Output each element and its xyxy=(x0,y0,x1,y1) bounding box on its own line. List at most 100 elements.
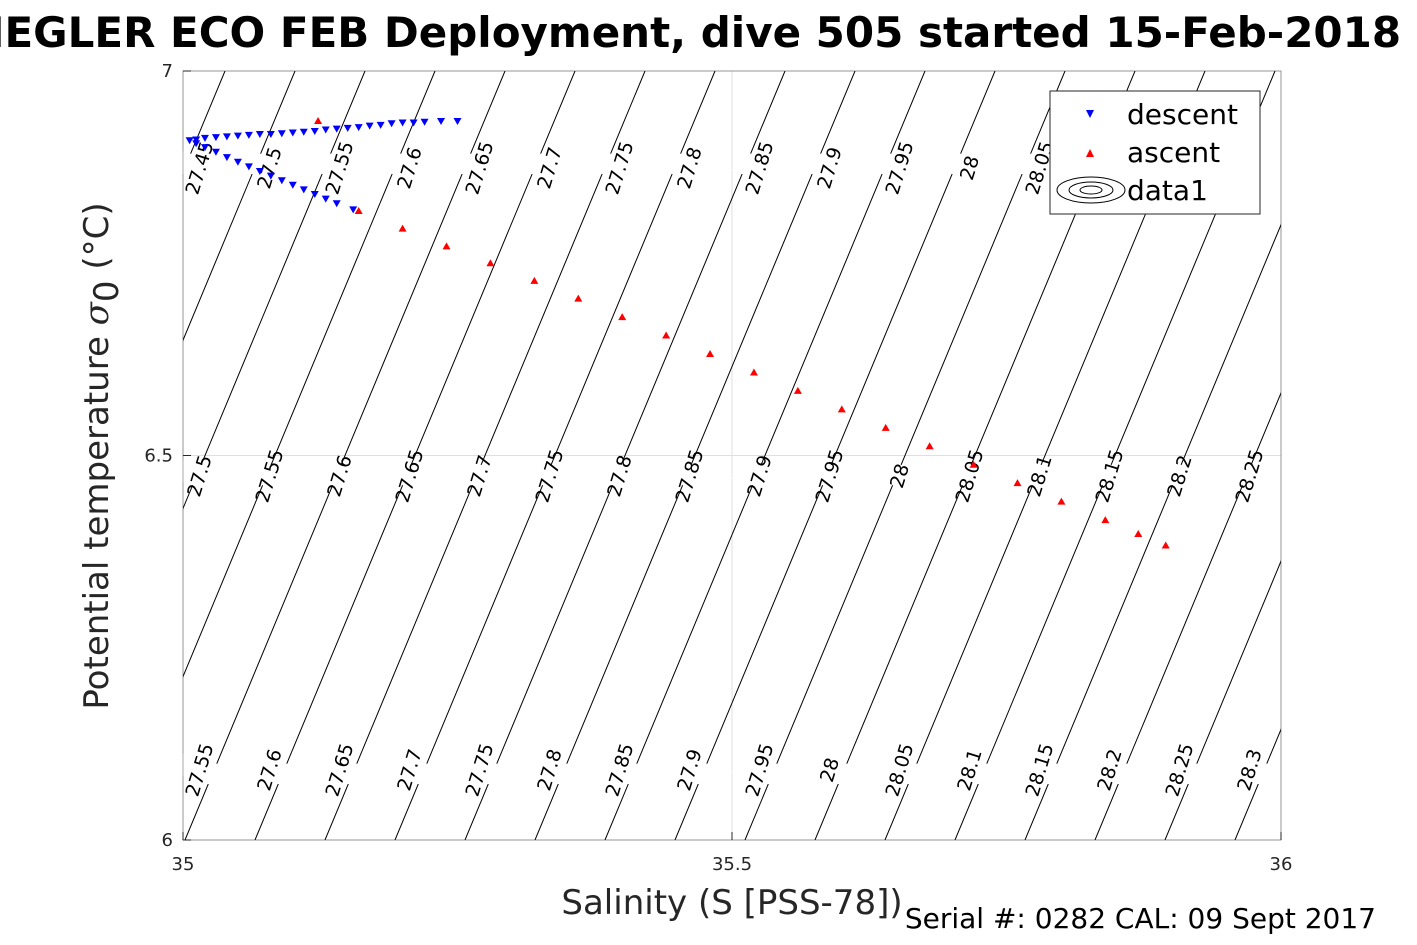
x-tick-label: 35 xyxy=(172,854,195,875)
x-axis-ticks: 35 35.5 36 xyxy=(172,832,1293,875)
contour-label-bg xyxy=(451,457,509,495)
contour-label-bg xyxy=(1221,457,1279,495)
contour-label-bg xyxy=(661,457,719,495)
contour-label-bg xyxy=(731,149,789,187)
ascent-point xyxy=(1161,541,1170,549)
contour-line xyxy=(604,71,926,840)
ascent-point xyxy=(314,116,323,124)
x-tick-label: 36 xyxy=(1270,854,1293,875)
contour-line xyxy=(254,71,576,840)
descent-point xyxy=(192,140,201,148)
contour-label-bg xyxy=(381,751,439,789)
contour-line xyxy=(183,71,436,678)
contour-line xyxy=(1164,559,1281,840)
ascent-point xyxy=(1057,497,1066,505)
descent-point xyxy=(420,118,429,126)
contour-label-bg xyxy=(661,751,719,789)
contour-label-bg xyxy=(941,149,999,187)
contour-label-bg xyxy=(591,751,649,789)
contour-label-bg xyxy=(871,751,929,789)
y-axis-label-subscript: 0 xyxy=(87,280,127,302)
contour-line xyxy=(1094,391,1281,840)
ascent-point xyxy=(793,386,802,394)
ascent-point xyxy=(881,423,890,431)
contour-label-bg xyxy=(521,149,579,187)
ascent-point xyxy=(706,349,715,357)
ascent-point xyxy=(354,206,363,214)
descent-point xyxy=(387,120,396,128)
y-axis-label-main: Potential temperature xyxy=(77,325,117,709)
descent-point xyxy=(453,117,462,125)
legend-ascent-label: ascent xyxy=(1127,136,1220,169)
y-tick-label: 6.5 xyxy=(144,446,173,467)
descent-point xyxy=(299,128,308,136)
contour-label-bg xyxy=(311,149,369,187)
ascent-point xyxy=(618,313,627,321)
contour-label-bg xyxy=(1081,751,1139,789)
ascent-point xyxy=(1134,529,1143,537)
ascent-point xyxy=(486,259,495,267)
ascent-point xyxy=(925,442,934,450)
legend-ascent-marker xyxy=(1086,149,1094,157)
y-axis-ticks: 66.57 xyxy=(144,61,191,851)
contour-label-bg xyxy=(171,149,229,187)
y-axis-label: Potential temperature σ0 (°C) xyxy=(77,202,127,709)
contour-label-bg xyxy=(871,457,929,495)
contour-line xyxy=(1375,71,1417,840)
legend-descent-marker xyxy=(1086,110,1094,118)
legend-data1-label: data1 xyxy=(1127,174,1208,207)
descent-point xyxy=(200,144,209,152)
descent-point xyxy=(376,121,385,129)
descent-point xyxy=(277,177,286,185)
contour-lines xyxy=(0,71,1417,840)
descent-point xyxy=(288,129,297,137)
contour-label-bg xyxy=(591,457,649,495)
ascent-point xyxy=(442,242,451,250)
descent-point xyxy=(310,191,319,199)
legend-contour-icon xyxy=(1056,176,1126,204)
contour-label-bg xyxy=(1081,457,1139,495)
contour-label-bg xyxy=(731,751,789,789)
serial-calibration-note: Serial #: 0282 CAL: 09 Sept 2017 xyxy=(905,902,1376,935)
contour-line xyxy=(534,71,856,840)
ascent-point xyxy=(837,405,846,413)
ascent-point xyxy=(530,276,539,284)
contour-line xyxy=(0,71,85,840)
contour-label-bg xyxy=(1151,751,1209,789)
legend: descent ascent data1 xyxy=(1049,90,1261,215)
descent-point xyxy=(365,122,374,130)
descent-point xyxy=(255,131,264,139)
contour-label-bg xyxy=(381,457,439,495)
descent-point xyxy=(211,134,220,142)
descent-point xyxy=(288,181,297,189)
x-axis-label: Salinity (S [PSS-78]) xyxy=(561,883,902,923)
contour-label-bg xyxy=(591,149,649,187)
contour-label-bg xyxy=(521,751,579,789)
descent-point xyxy=(398,119,407,127)
contour-label-bg xyxy=(171,457,229,495)
contour-label-bg xyxy=(451,751,509,789)
contour-line xyxy=(744,71,1066,840)
descent-point xyxy=(343,124,352,132)
contour-line xyxy=(1024,223,1281,840)
descent-point xyxy=(409,119,418,127)
contour-line xyxy=(324,71,646,840)
descent-point xyxy=(277,130,286,138)
descent-point xyxy=(233,132,242,140)
descent-point xyxy=(244,131,253,139)
descent-point xyxy=(200,134,209,142)
descent-point xyxy=(321,126,330,134)
contour-line xyxy=(1305,71,1417,840)
ascent-point xyxy=(1101,516,1110,524)
contour-label-bg xyxy=(451,149,509,187)
legend-entry-data1: data1 xyxy=(1056,174,1208,207)
contour-label-bg xyxy=(801,457,859,495)
contour-line xyxy=(184,71,506,840)
contour-label-bg xyxy=(171,751,229,789)
descent-point xyxy=(266,172,275,180)
contour-label-bg xyxy=(661,149,719,187)
contour-line xyxy=(183,71,296,342)
contour-label-bg xyxy=(1151,457,1209,495)
descent-point xyxy=(354,124,363,132)
